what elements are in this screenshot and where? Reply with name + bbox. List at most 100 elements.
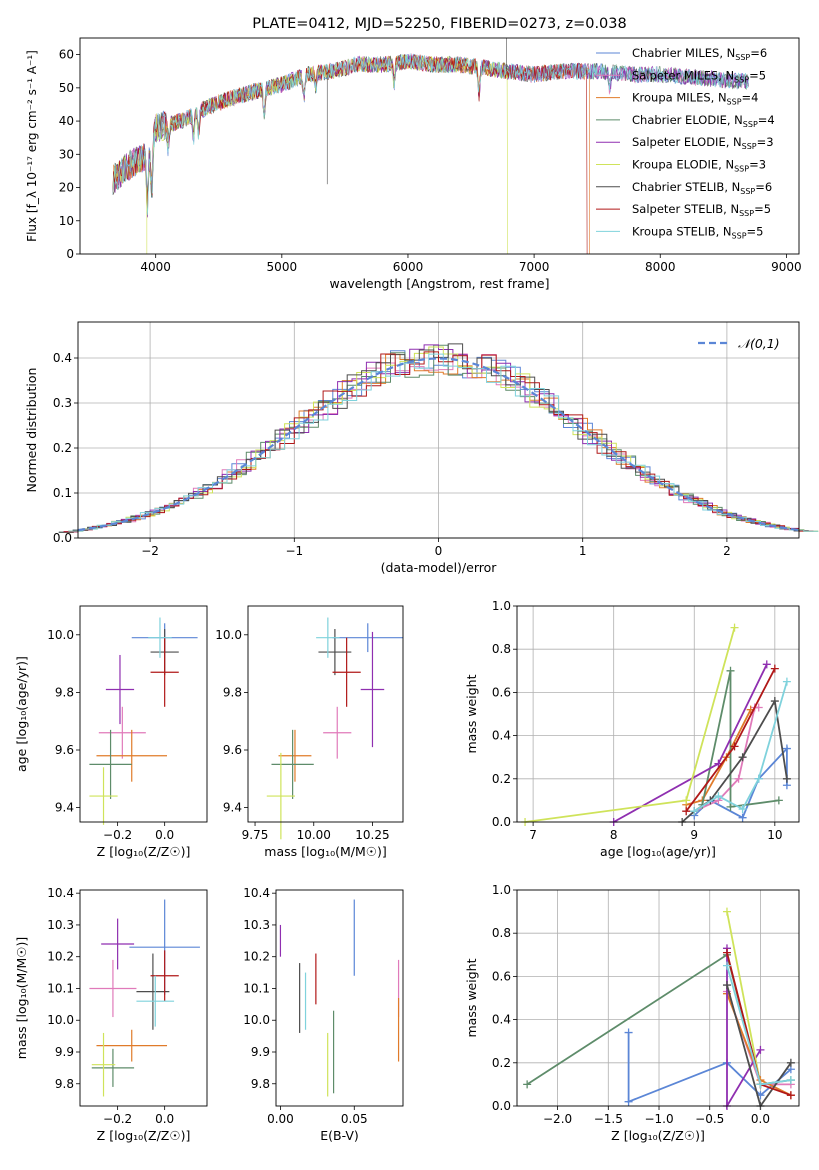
age-vs-mass-ytick-label: 9.4 xyxy=(223,801,242,815)
age-vs-mass-frame xyxy=(247,605,404,823)
massweight-vs-age-series-2 xyxy=(685,709,752,806)
massweight-vs-age-marker-8 xyxy=(782,677,791,686)
massweight-vs-age-marker-3 xyxy=(726,666,735,675)
mass-vs-EBV-ytick-label: 9.8 xyxy=(251,1077,270,1091)
massweight-vs-age-ytick-label: 0.8 xyxy=(492,642,511,656)
massweight-vs-age-marker-8 xyxy=(754,774,763,783)
mass-vs-Z-ytick-label: 10.4 xyxy=(47,886,74,900)
massweight-vs-Z-ytick-label: 0.6 xyxy=(492,969,511,983)
massweight-vs-age-marker-8 xyxy=(738,805,747,814)
massweight-vs-Z-xtick-label: −1.0 xyxy=(644,1112,673,1126)
massweight-vs-age-xtick-label: 8 xyxy=(610,828,618,842)
spectrum-xtick-label: 7000 xyxy=(519,260,550,274)
spectrum-series-group xyxy=(112,38,749,254)
age-vs-mass-ytick-label: 9.6 xyxy=(223,743,242,757)
massweight-vs-age-marker-8 xyxy=(714,792,723,801)
massweight-vs-Z-marker-6 xyxy=(722,981,731,990)
massweight-vs-age-ylabel: mass weight xyxy=(464,674,479,753)
spectrum-ytick-label: 30 xyxy=(59,147,74,161)
spectrum-series-2 xyxy=(112,55,590,254)
histogram-series-8 xyxy=(68,353,819,532)
mass-vs-Z-xlabel: Z [log₁₀(Z/Z☉)] xyxy=(97,1128,191,1143)
mass-vs-EBV-xlabel: E(B-V) xyxy=(320,1128,359,1143)
mass-vs-Z-xtick-label: 0.0 xyxy=(155,1112,174,1126)
massweight-vs-Z-ytick-label: 0.0 xyxy=(492,1099,511,1113)
legend-entry-0: Chabrier MILES, NSSP=6 xyxy=(632,46,767,62)
age-vs-Z-ytick-label: 9.8 xyxy=(55,685,74,699)
spectrum-ytick-label: 10 xyxy=(59,214,74,228)
mass-vs-Z-xtick-label: −0.2 xyxy=(103,1112,132,1126)
massweight-vs-age-axes: 7 8 9 10 0.0 0.2 0.4 0.6 0.8 1.0 age [log₁₀(age/yr… xyxy=(464,599,800,859)
massweight-vs-Z-frame xyxy=(516,889,800,1107)
spectrum-axes: 4000 5000 6000 7000 8000 9000 0 10 20 30 40 50 60 PLA… xyxy=(25,16,802,291)
mass-vs-Z-ytick-label: 10.3 xyxy=(47,918,74,932)
massweight-vs-Z-marker-3 xyxy=(523,1080,532,1089)
spectrum-xlabel: wavelength [Angstrom, rest frame] xyxy=(329,276,549,291)
massweight-vs-age-lines xyxy=(521,623,791,826)
massweight-vs-Z-series-1 xyxy=(726,991,791,1086)
massweight-vs-Z-marker-8 xyxy=(722,961,731,970)
massweight-vs-age-xtick-label: 10 xyxy=(767,828,782,842)
massweight-vs-age-xtick-label: 7 xyxy=(529,828,537,842)
spectrum-series-7 xyxy=(112,54,588,254)
age-vs-Z-axes: −0.2 0.0 9.4 9.6 9.8 10.0 Z [log₁₀(Z/Z☉)] age [… xyxy=(14,605,208,859)
mass-vs-Z-ytick-label: 10.2 xyxy=(47,950,74,964)
massweight-vs-age-series-4 xyxy=(613,663,768,823)
massweight-vs-age-series-3 xyxy=(701,670,780,808)
massweight-vs-Z-marker-0 xyxy=(624,1028,633,1037)
mass-vs-Z-ytick-label: 10.1 xyxy=(47,981,74,995)
age-vs-Z-points xyxy=(89,617,198,825)
age-vs-Z-frame xyxy=(79,605,208,823)
residuals-ytick-label: 0.0 xyxy=(53,531,72,545)
residuals-ytick-label: 0.3 xyxy=(53,396,72,410)
residuals-xtick-label: −2 xyxy=(141,544,159,558)
massweight-vs-age-marker-7 xyxy=(770,664,779,673)
massweight-vs-Z-ytick-label: 0.2 xyxy=(492,1056,511,1070)
spectrum-ytick-label: 20 xyxy=(59,181,74,195)
legend-entry-8: Kroupa STELIB, NSSP=5 xyxy=(632,224,763,240)
age-vs-Z-ylabel: age [log₁₀(age/yr)] xyxy=(14,656,29,772)
age-vs-mass-ytick-label: 9.8 xyxy=(223,685,242,699)
age-vs-Z-ytick-label: 9.4 xyxy=(55,801,74,815)
massweight-vs-age-ytick-label: 0.0 xyxy=(492,815,511,829)
age-vs-mass-ytick-label: 10.0 xyxy=(215,628,242,642)
spectrum-ytick-label: 50 xyxy=(59,81,74,95)
massweight-vs-age-xlabel: age [log₁₀(age/yr)] xyxy=(600,844,716,859)
mass-vs-EBV-xtick-label: 0.05 xyxy=(341,1112,368,1126)
massweight-vs-Z-marker-5 xyxy=(722,907,731,916)
mass-vs-Z-axes: −0.2 0.0 9.8 9.9 10.0 10.1 10.2 10.3 10.4 Z [log₁… xyxy=(14,886,208,1143)
massweight-vs-age-marker-7 xyxy=(730,742,739,751)
spectrum-series-8 xyxy=(112,53,749,216)
massweight-vs-Z-xlabel: Z [log₁₀(Z/Z☉)] xyxy=(611,1128,705,1143)
mass-vs-Z-frame xyxy=(79,889,208,1107)
mass-vs-EBV-xtick-label: 0.00 xyxy=(267,1112,294,1126)
massweight-vs-Z-ytick-label: 1.0 xyxy=(492,883,511,897)
residuals-ytick-label: 0.1 xyxy=(53,486,72,500)
mass-vs-Z-ytick-label: 9.8 xyxy=(55,1077,74,1091)
massweight-vs-Z-xtick-label: −2.0 xyxy=(543,1112,572,1126)
mass-vs-EBV-axes: 0.00 0.05 9.8 9.9 10.0 10.1 10.2 10.3 10.4 E(B-V) xyxy=(243,886,404,1143)
massweight-vs-age-marker-1 xyxy=(754,703,763,712)
massweight-vs-Z-ytick-label: 0.4 xyxy=(492,1013,511,1027)
spectrum-legend: Chabrier MILES, NSSP=6 Salpeter MILES, NS… xyxy=(596,46,775,240)
spectrum-xtick-label: 8000 xyxy=(645,260,676,274)
massweight-vs-age-marker-7 xyxy=(682,807,691,816)
mass-vs-EBV-ytick-label: 9.9 xyxy=(251,1045,270,1059)
age-vs-Z-xtick-label: −0.2 xyxy=(103,828,132,842)
residuals-ylabel: Normed distribution xyxy=(24,368,39,493)
age-vs-Z-xlabel: Z [log₁₀(Z/Z☉)] xyxy=(97,844,191,859)
massweight-vs-age-marker-5 xyxy=(682,796,691,805)
massweight-vs-age-frame xyxy=(516,605,800,823)
age-vs-Z-ytick-label: 10.0 xyxy=(47,628,74,642)
massweight-vs-Z-ytick-label: 0.8 xyxy=(492,926,511,940)
age-vs-mass-xtick-label: 10.00 xyxy=(297,828,331,842)
mass-vs-EBV-frame xyxy=(275,889,404,1107)
spectrum-ylabel: Flux [f_λ 10⁻¹⁷ erg cm⁻² s⁻¹ A⁻¹] xyxy=(25,50,39,242)
residuals-ytick-label: 0.2 xyxy=(53,441,72,455)
massweight-vs-age-marker-0 xyxy=(738,813,747,822)
massweight-vs-age-marker-6 xyxy=(738,753,747,762)
massweight-vs-age-ytick-label: 0.6 xyxy=(492,685,511,699)
massweight-vs-Z-marker-7 xyxy=(786,1091,795,1100)
massweight-vs-Z-marker-8 xyxy=(786,1076,795,1085)
